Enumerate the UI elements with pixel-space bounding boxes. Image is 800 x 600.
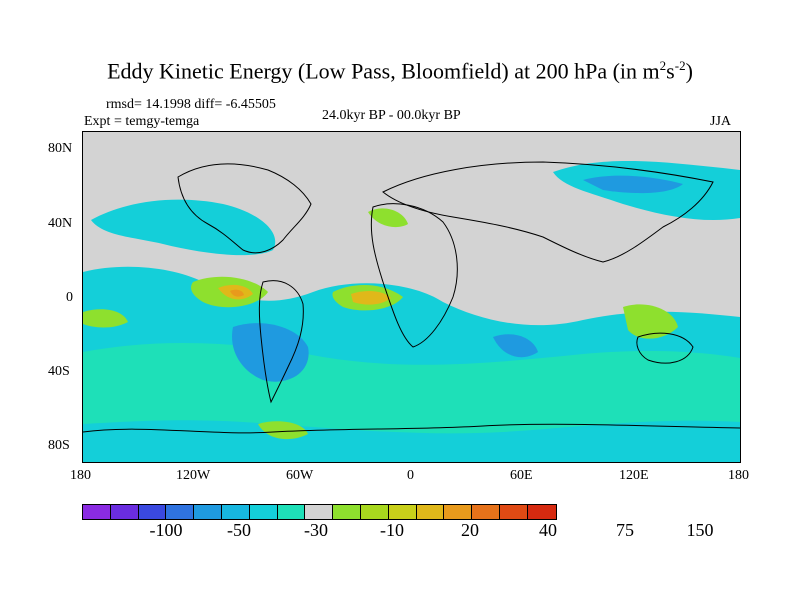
indian-ocean-blue-region <box>493 334 538 358</box>
antarctic-peninsula-green-region <box>258 421 308 440</box>
plot-title: Eddy Kinetic Energy (Low Pass, Bloomfiel… <box>107 58 693 84</box>
north-pacific-cyan-region <box>91 199 276 256</box>
experiment-label: Expt = temgy-temga <box>84 114 200 129</box>
colorbar-swatch <box>83 505 111 519</box>
colorbar-swatch <box>138 505 167 519</box>
colorbar <box>82 504 557 520</box>
x-tick-label-120w: 120W <box>176 468 211 483</box>
colorbar-swatch <box>388 505 417 519</box>
y-tick-label-80n: 80N <box>48 141 73 156</box>
x-tick-label-180w: 180 <box>70 468 91 483</box>
colorbar-swatch <box>360 505 389 519</box>
colorbar-swatch <box>110 505 139 519</box>
north-america-coastline <box>177 163 312 254</box>
colorbar-swatch <box>194 505 222 519</box>
west-pacific-green-region <box>83 309 128 328</box>
south-pacific-blue-region <box>232 323 309 382</box>
colorbar-label: 75 <box>616 520 634 540</box>
x-tick-label-60w: 60W <box>286 468 314 483</box>
north-asia-blue-region <box>583 175 683 194</box>
x-tick-label-60e: 60E <box>510 468 533 483</box>
colorbar-swatch <box>221 505 250 519</box>
atlantic-yellow-region <box>351 290 391 305</box>
colorbar-swatch <box>416 505 445 519</box>
east-pacific-orange-core <box>230 289 244 297</box>
colorbar-swatch <box>305 505 334 519</box>
colorbar-label: -50 <box>227 520 251 540</box>
colorbar-swatch <box>166 505 195 519</box>
colorbar-swatch <box>277 505 306 519</box>
map-panel <box>82 131 741 463</box>
africa-coastline <box>370 203 458 348</box>
map-canvas <box>83 132 740 462</box>
colorbar-swatch <box>527 505 556 519</box>
y-tick-label-0: 0 <box>66 290 73 305</box>
colorbar-label: 40 <box>539 520 557 540</box>
mediterranean-green-region <box>368 208 408 228</box>
center-label: 24.0kyr BP - 00.0kyr BP <box>322 108 461 123</box>
colorbar-swatch <box>333 505 361 519</box>
colorbar-label: -30 <box>304 520 328 540</box>
x-tick-label-120e: 120E <box>619 468 649 483</box>
y-tick-label-80s: 80S <box>48 438 70 453</box>
x-tick-label-180e: 180 <box>728 468 749 483</box>
colorbar-swatch <box>249 505 278 519</box>
colorbar-swatch <box>472 505 500 519</box>
australia-coastline <box>636 332 694 364</box>
maritime-continent-green-region <box>623 304 678 339</box>
antarctica-coastline <box>83 423 740 434</box>
stats-label: rmsd= 14.1998 diff= -6.45505 <box>106 97 276 112</box>
y-tick-label-40s: 40S <box>48 364 70 379</box>
season-label: JJA <box>710 114 732 129</box>
colorbar-swatch <box>444 505 473 519</box>
colorbar-label: -10 <box>380 520 404 540</box>
colorbar-label: 20 <box>461 520 479 540</box>
eurasia-coastline <box>382 161 714 263</box>
y-tick-label-40n: 40N <box>48 216 73 231</box>
colorbar-swatch <box>499 505 528 519</box>
x-tick-label-0: 0 <box>407 468 414 483</box>
colorbar-label: -100 <box>149 520 183 540</box>
colorbar-label: 150 <box>686 520 714 540</box>
south-america-coastline <box>258 280 304 404</box>
